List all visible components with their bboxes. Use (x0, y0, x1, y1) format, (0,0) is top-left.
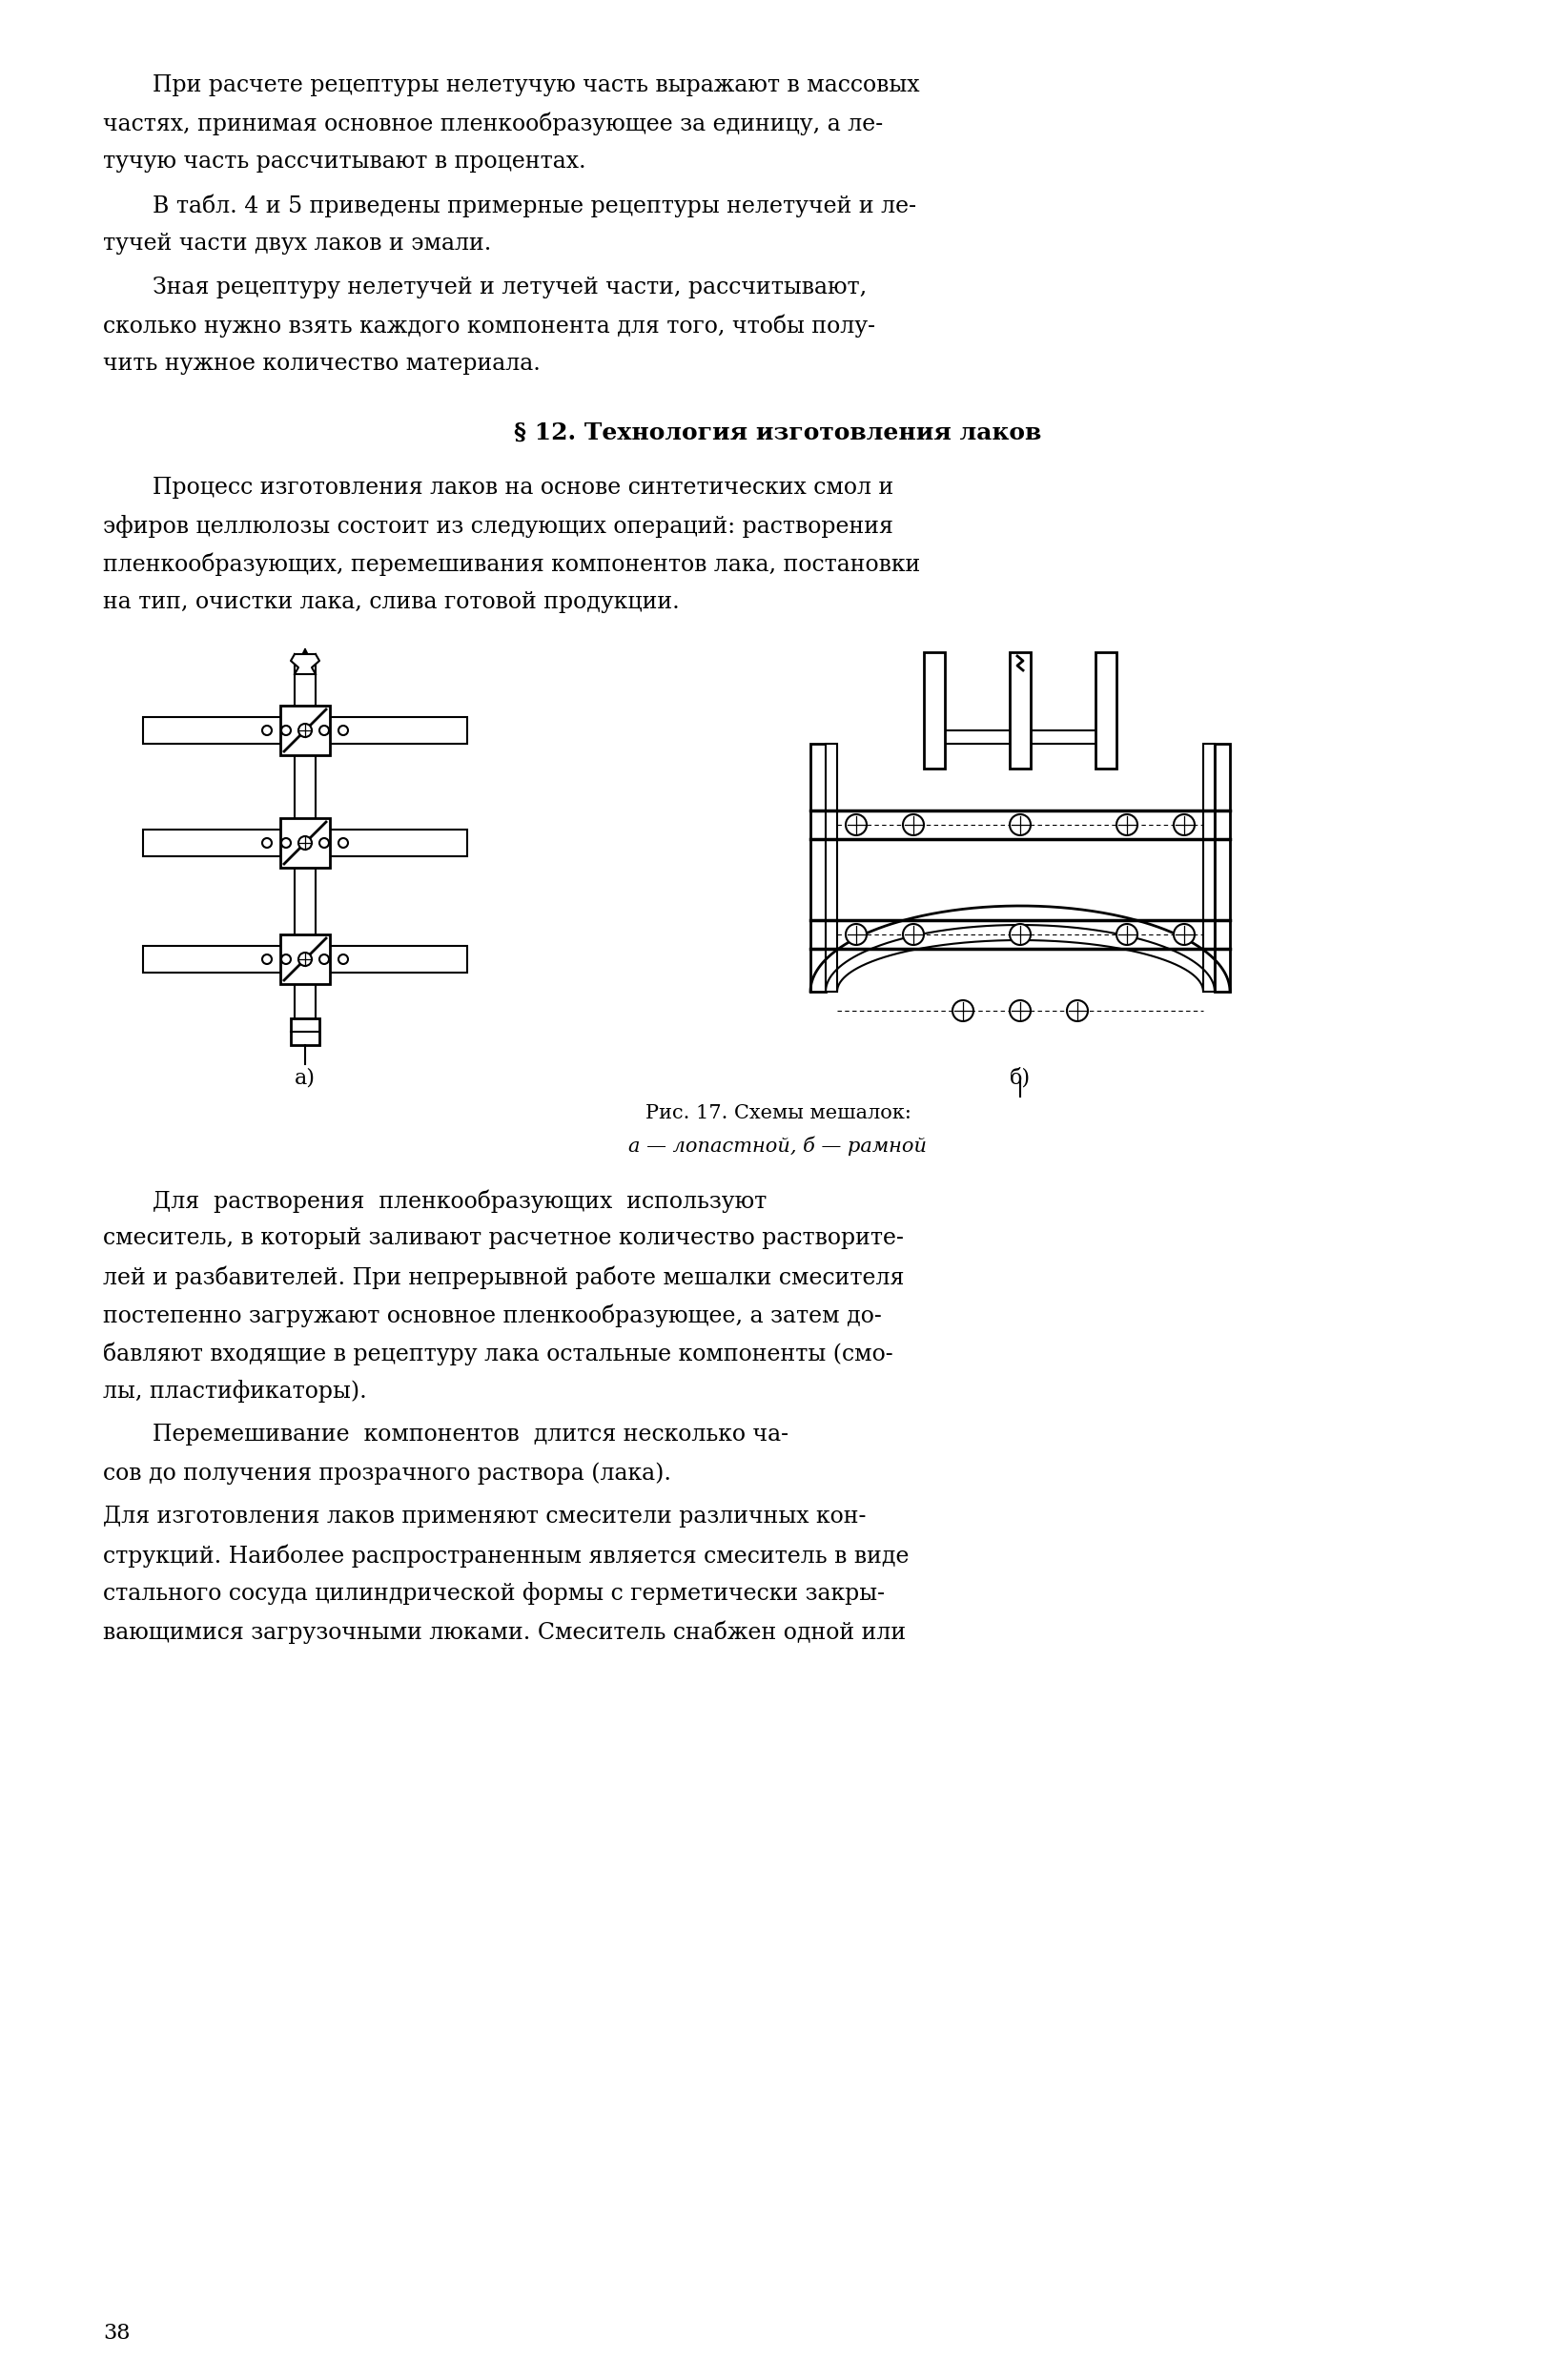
Text: смеситель, в который заливают расчетное количество растворите-: смеситель, в который заливают расчетное … (103, 1228, 902, 1250)
Text: чить нужное количество материала.: чить нужное количество материала. (103, 352, 540, 374)
Circle shape (1008, 1000, 1030, 1021)
Circle shape (845, 814, 867, 835)
Bar (923, 652, 944, 769)
Circle shape (1116, 923, 1137, 945)
Circle shape (952, 1000, 972, 1021)
Circle shape (319, 838, 328, 847)
Bar (143, 945, 467, 973)
Circle shape (1173, 814, 1193, 835)
Text: В табл. 4 и 5 приведены примерные рецептуры нелетучей и ле-: В табл. 4 и 5 приведены примерные рецепт… (152, 195, 915, 219)
Bar (280, 935, 330, 983)
Text: Процесс изготовления лаков на основе синтетических смол и: Процесс изготовления лаков на основе син… (152, 476, 893, 500)
Circle shape (845, 923, 867, 945)
Text: тучую часть рассчитывают в процентах.: тучую часть рассчитывают в процентах. (103, 150, 585, 174)
Text: эфиров целлюлозы состоит из следующих операций: растворения: эфиров целлюлозы состоит из следующих оп… (103, 514, 893, 538)
Bar (291, 1019, 319, 1045)
Text: 38: 38 (103, 2323, 131, 2344)
Text: тучей части двух лаков и эмали.: тучей части двух лаков и эмали. (103, 233, 492, 255)
Text: вающимися загрузочными люками. Смеситель снабжен одной или: вающимися загрузочными люками. Смеситель… (103, 1621, 906, 1645)
Bar (280, 819, 330, 869)
Text: Зная рецептуру нелетучей и летучей части, рассчитывают,: Зная рецептуру нелетучей и летучей части… (152, 276, 867, 298)
Text: сов до получения прозрачного раствора (лака).: сов до получения прозрачного раствора (л… (103, 1461, 671, 1485)
Bar (143, 831, 467, 857)
Circle shape (261, 838, 272, 847)
Bar (1214, 743, 1229, 992)
Circle shape (1066, 1000, 1088, 1021)
Bar (1008, 652, 1030, 769)
Text: постепенно загружают основное пленкообразующее, а затем до-: постепенно загружают основное пленкообра… (103, 1304, 881, 1326)
Circle shape (1116, 814, 1137, 835)
Text: частях, принимая основное пленкообразующее за единицу, а ле-: частях, принимая основное пленкообразующ… (103, 112, 882, 136)
Text: стального сосуда цилиндрической формы с герметически закры-: стального сосуда цилиндрической формы с … (103, 1583, 884, 1604)
Bar (1203, 743, 1214, 992)
Text: струкций. Наиболее распространенным является смеситель в виде: струкций. Наиболее распространенным явля… (103, 1545, 909, 1566)
Circle shape (282, 726, 291, 735)
Circle shape (1173, 923, 1193, 945)
Text: лей и разбавителей. При непрерывной работе мешалки смесителя: лей и разбавителей. При непрерывной рабо… (103, 1266, 904, 1288)
Text: пленкообразующих, перемешивания компонентов лака, постановки: пленкообразующих, перемешивания компонен… (103, 552, 920, 576)
Circle shape (261, 954, 272, 964)
Circle shape (319, 726, 328, 735)
Text: а): а) (294, 1069, 316, 1090)
Bar (1095, 652, 1116, 769)
Circle shape (1008, 923, 1030, 945)
Text: Рис. 17. Схемы мешалок:: Рис. 17. Схемы мешалок: (644, 1104, 910, 1123)
Text: а — лопастной, б — рамной: а — лопастной, б — рамной (629, 1138, 927, 1157)
Circle shape (299, 952, 311, 966)
Circle shape (261, 726, 272, 735)
Text: Для изготовления лаков применяют смесители различных кон-: Для изготовления лаков применяют смесите… (103, 1507, 865, 1528)
Text: Перемешивание  компонентов  длится несколько ча-: Перемешивание компонентов длится несколь… (152, 1423, 787, 1445)
Bar (143, 716, 467, 743)
Text: § 12. Технология изготовления лаков: § 12. Технология изготовления лаков (513, 421, 1041, 445)
Circle shape (282, 838, 291, 847)
Circle shape (902, 923, 923, 945)
Circle shape (338, 726, 349, 735)
Text: б): б) (1008, 1069, 1030, 1090)
Text: на тип, очистки лака, слива готовой продукции.: на тип, очистки лака, слива готовой прод… (103, 590, 678, 614)
Circle shape (902, 814, 923, 835)
Bar (924, 731, 1114, 743)
Bar (811, 743, 825, 992)
Text: лы, пластификаторы).: лы, пластификаторы). (103, 1380, 367, 1402)
Text: Для  растворения  пленкообразующих  используют: Для растворения пленкообразующих использ… (152, 1190, 766, 1211)
Circle shape (299, 724, 311, 738)
Text: сколько нужно взять каждого компонента для того, чтобы полу-: сколько нужно взять каждого компонента д… (103, 314, 874, 338)
Bar (825, 743, 837, 992)
Circle shape (338, 838, 349, 847)
Circle shape (338, 954, 349, 964)
Text: При расчете рецептуры нелетучую часть выражают в массовых: При расчете рецептуры нелетучую часть вы… (152, 74, 920, 95)
Text: бавляют входящие в рецептуру лака остальные компоненты (смо-: бавляют входящие в рецептуру лака осталь… (103, 1342, 893, 1366)
Circle shape (319, 954, 328, 964)
Circle shape (1008, 814, 1030, 835)
Circle shape (282, 954, 291, 964)
Circle shape (299, 835, 311, 850)
Bar (280, 704, 330, 754)
